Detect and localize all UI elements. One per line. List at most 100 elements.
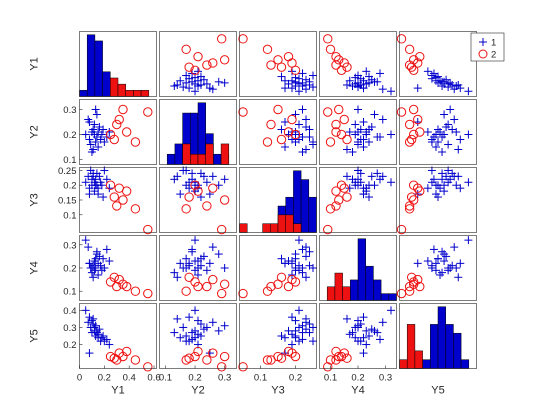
cell-r5-c1: 0.2 0.3 0.4 Y5 0 0.2 0.4 0.6 Y1 (29, 303, 161, 397)
point-series-1 (89, 125, 98, 134)
point-series-2 (283, 127, 294, 137)
point-series-1 (99, 125, 108, 134)
cell-frame (239, 167, 317, 233)
cell-r5-c2: 0.1 0.2 0.3 Y2 (159, 303, 237, 397)
point-series-2 (109, 134, 119, 145)
y-tick-label: 0.3 (63, 240, 76, 251)
point-series-1 (354, 337, 362, 346)
hist-bar-series-2 (342, 286, 351, 301)
point-series-2 (184, 353, 194, 363)
cell-frame (159, 31, 237, 97)
point-series-1 (281, 259, 289, 268)
y-tick-label: 0.2 (63, 130, 76, 141)
hist-bar-series-1 (373, 279, 382, 301)
hist-bar-series-1 (445, 324, 454, 369)
point-series-2 (184, 192, 194, 202)
point-series-1 (362, 184, 371, 193)
hist-bar-series-1 (430, 324, 439, 369)
point-series-1 (188, 335, 197, 344)
hist-bar-series-1 (422, 359, 431, 369)
point-series-1 (179, 323, 188, 332)
point-series-1 (359, 313, 368, 322)
point-series-1 (202, 178, 211, 187)
point-series-1 (182, 78, 191, 87)
cell-frame (399, 99, 477, 165)
point-series-2 (408, 279, 419, 289)
legend: 1 2 (470, 32, 505, 62)
hist-bar-series-2 (133, 90, 142, 97)
point-series-1 (378, 115, 387, 124)
point-series-2 (404, 137, 415, 147)
point-series-1 (345, 76, 354, 85)
point-series-1 (452, 82, 461, 91)
point-series-1 (351, 120, 360, 129)
point-series-1 (309, 337, 317, 346)
point-series-2 (184, 62, 194, 72)
point-series-2 (216, 362, 227, 372)
point-series-1 (348, 148, 357, 156)
point-series-1 (89, 273, 98, 282)
point-series-1 (291, 333, 300, 342)
point-series-2 (143, 362, 153, 372)
point-series-1 (450, 115, 459, 124)
hist-bar-series-1 (293, 170, 302, 233)
hist-bar-series-2 (117, 83, 126, 97)
hist-bar-series-2 (197, 153, 206, 165)
point-series-2 (290, 351, 301, 362)
cell-frame (239, 31, 317, 97)
point-series-1 (199, 172, 208, 181)
point-series-2 (112, 281, 122, 292)
point-series-2 (408, 104, 419, 115)
point-series-1 (295, 87, 303, 96)
cell-r1-c3 (238, 31, 317, 97)
point-series-1 (434, 72, 442, 81)
point-series-1 (387, 178, 395, 187)
point-series-2 (406, 192, 417, 202)
point-series-1 (173, 172, 182, 181)
point-series-1 (429, 133, 438, 141)
cell-r4-c3 (238, 235, 317, 301)
point-series-2 (118, 195, 128, 205)
y-tick-label: 0.25 (58, 166, 77, 177)
point-series-2 (202, 281, 212, 292)
point-series-2 (143, 224, 153, 235)
point-series-1 (370, 77, 379, 86)
point-series-2 (334, 351, 344, 362)
point-series-1 (436, 270, 445, 279)
point-series-2 (208, 274, 218, 285)
point-series-1 (343, 314, 351, 323)
point-series-2 (262, 44, 273, 55)
hist-bar-series-2 (293, 223, 302, 233)
point-series-1 (208, 172, 217, 181)
hist-bar-series-2 (270, 223, 279, 233)
point-series-2 (193, 51, 203, 62)
point-series-2 (331, 119, 341, 130)
point-series-2 (290, 129, 301, 140)
point-series-1 (431, 259, 440, 268)
point-series-2 (238, 288, 248, 299)
cell-r3-c2 (159, 166, 237, 235)
y-axis-label: Y3 (29, 193, 41, 206)
hist-bar-series-2 (277, 214, 286, 233)
point-series-1 (214, 77, 223, 86)
hist-bar-series-1 (94, 40, 103, 97)
point-series-1 (427, 138, 436, 146)
point-series-1 (188, 245, 197, 254)
cell-frame (399, 235, 477, 301)
point-series-1 (291, 316, 300, 325)
point-series-1 (281, 143, 289, 151)
point-series-1 (94, 270, 103, 279)
point-series-1 (182, 71, 191, 80)
y-tick-label: 0.2 (63, 181, 76, 192)
point-series-1 (288, 257, 296, 266)
point-series-1 (191, 87, 200, 96)
point-series-1 (188, 328, 197, 337)
cell-r3-c4 (319, 166, 397, 235)
point-series-1 (208, 318, 217, 327)
point-series-1 (413, 84, 422, 93)
hist-bar-series-2 (182, 143, 191, 165)
point-series-2 (331, 51, 341, 62)
hist-bar-series-1 (79, 90, 88, 97)
point-series-2 (190, 65, 200, 75)
point-series-2 (342, 134, 352, 145)
